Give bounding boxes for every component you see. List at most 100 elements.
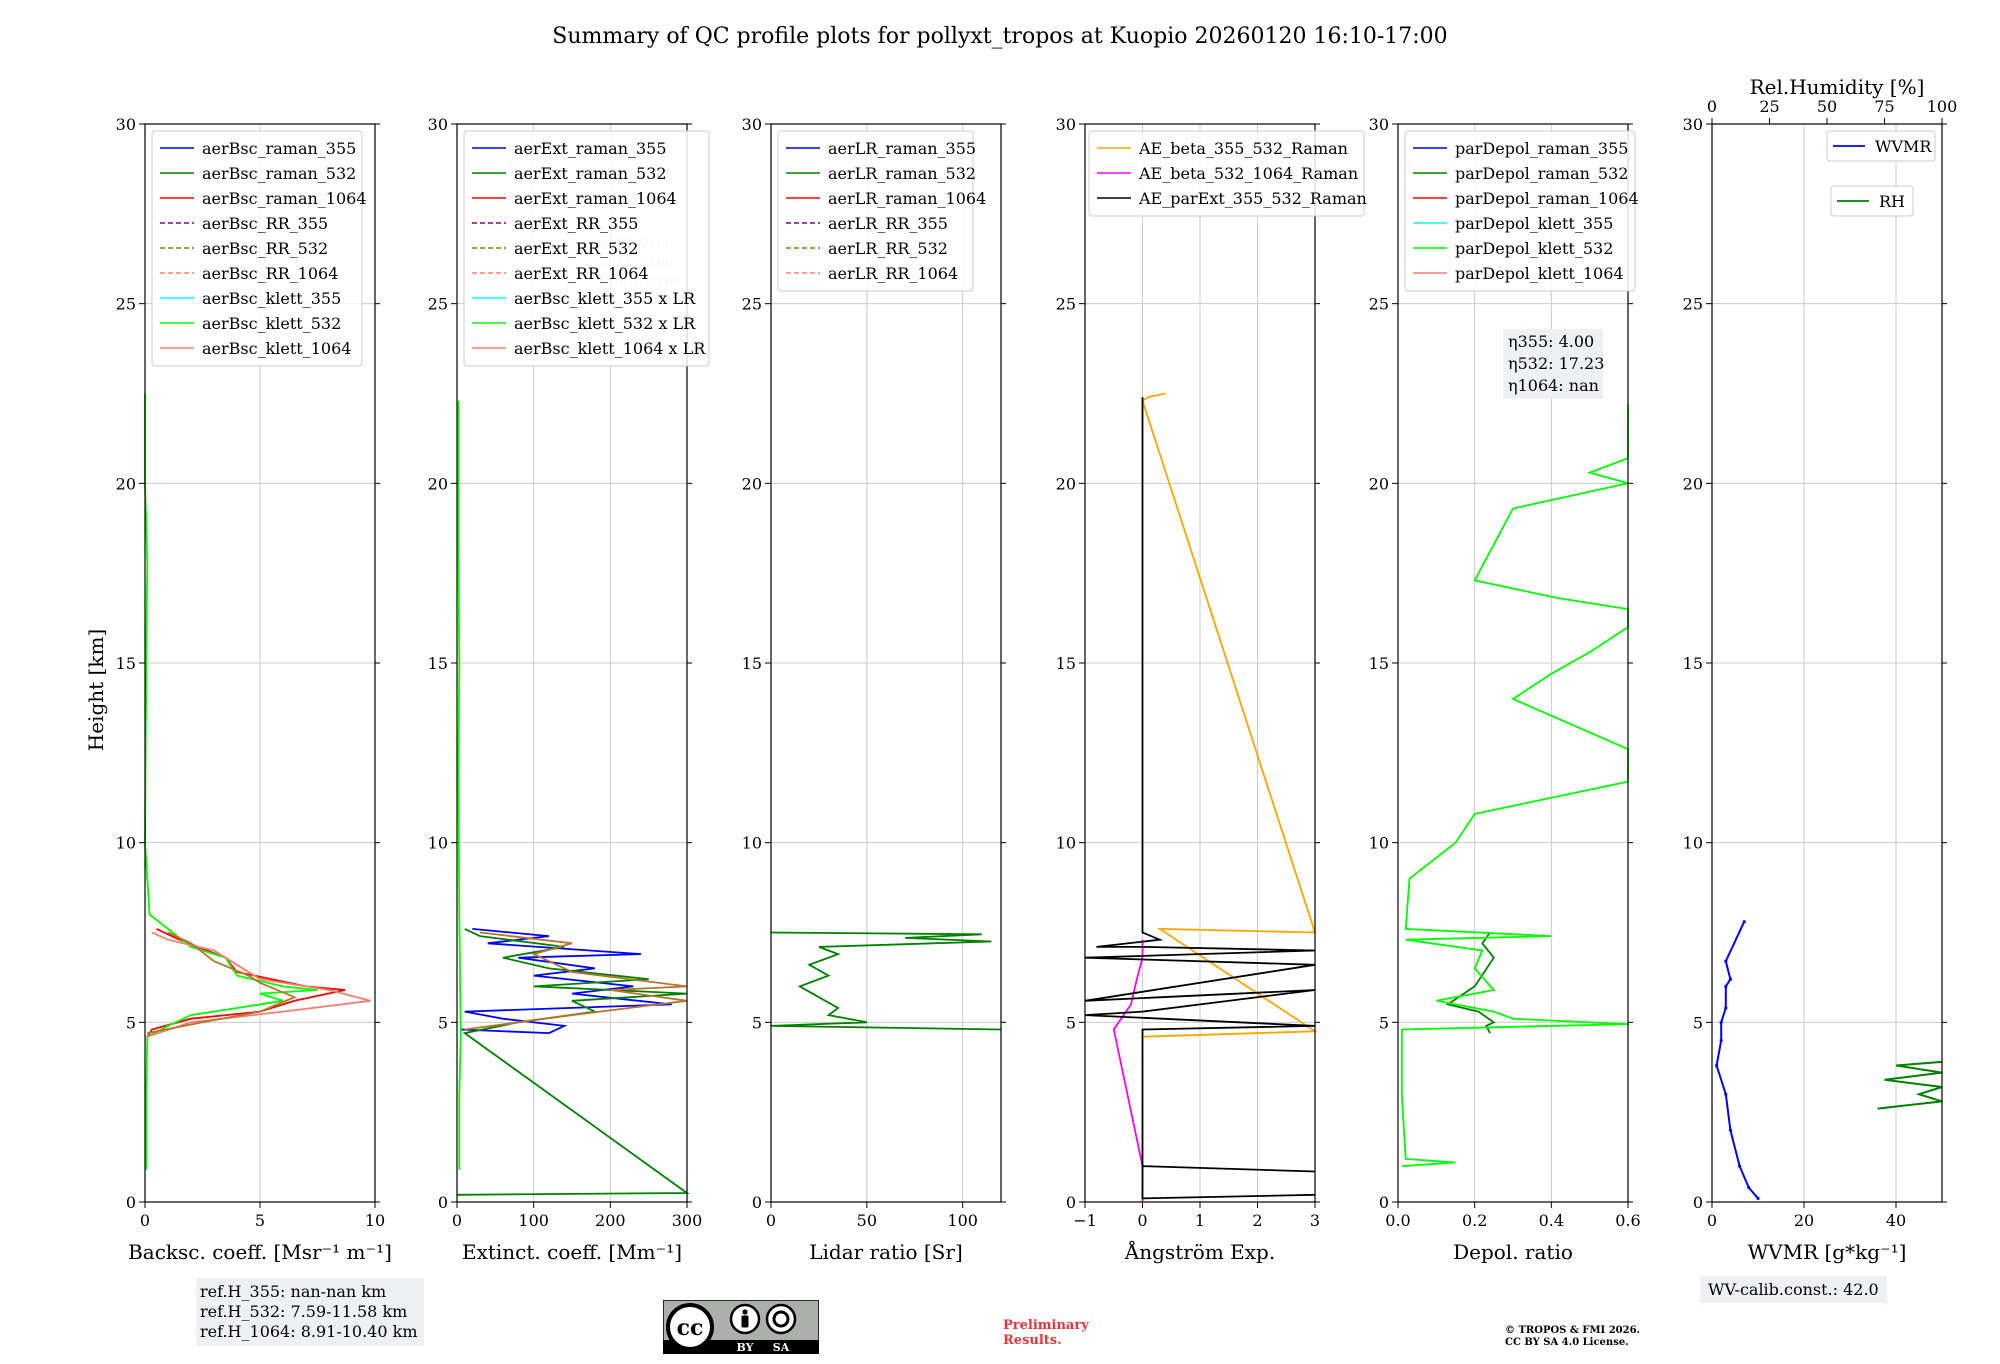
legend-entry-parDepol_raman_1064: parDepol_raman_1064: [1455, 189, 1639, 208]
y-tick-label-lr: 15: [742, 654, 762, 673]
legend-entry-aerBsc_RR_1064: aerBsc_RR_1064: [202, 264, 338, 283]
legend-box-ext: [463, 130, 710, 367]
series-aerBsc_klett_532 x LR: [457, 400, 462, 1170]
figure-title: Summary of QC profile plots for pollyxt_…: [552, 24, 1447, 49]
y-tick-label-wv: 20: [1683, 474, 1703, 493]
x-tick-label-bsc: 10: [365, 1211, 385, 1230]
y-tick-label-ae: 5: [1066, 1013, 1076, 1032]
y-tick-label-depol: 10: [1369, 834, 1389, 853]
legend-entry-WVMR: WVMR: [1875, 137, 1932, 156]
y-tick-label-ext: 10: [428, 834, 448, 853]
legend-entry-AE_parExt_355_532_Raman: AE_parExt_355_532_Raman: [1138, 189, 1367, 208]
by-person-icon: [729, 1303, 761, 1335]
x-tick-label-wv: 0: [1707, 1211, 1717, 1230]
legend-entry-aerExt_raman_1064: aerExt_raman_1064: [514, 189, 677, 208]
x-tick-label-bsc: 5: [255, 1211, 265, 1230]
y-tick-label-ext: 15: [428, 654, 448, 673]
y-tick-label-depol: 15: [1369, 654, 1389, 673]
y-tick-label-ext: 0: [438, 1193, 448, 1212]
legend-box-wv: [1830, 185, 1914, 217]
legend-entry-parDepol_klett_532: parDepol_klett_532: [1455, 239, 1613, 258]
legend-entry-aerBsc_klett_355: aerBsc_klett_355: [202, 289, 341, 308]
x2-tick-label: 75: [1874, 97, 1894, 116]
x-tick-label-depol: 0.4: [1539, 1211, 1564, 1230]
cc-icon: cc: [666, 1303, 714, 1351]
x-tick-label-ae: 0: [1137, 1211, 1147, 1230]
x-tick-label-depol: 0.0: [1385, 1211, 1410, 1230]
x-axis-label-ae: Ångström Exp.: [1124, 1239, 1275, 1264]
legend-entry-aerExt_raman_532: aerExt_raman_532: [514, 164, 667, 183]
legend-entry-aerBsc_klett_355 x LR: aerBsc_klett_355 x LR: [514, 289, 696, 308]
panel-wv: 0 20 40 0 5 10 15 20 25 30 WVMR [g*kg⁻¹] 0 25 50 75 100…: [1683, 75, 1958, 1264]
series-aerBsc_klett_532: [144, 393, 318, 1170]
y-tick-label-ext: 25: [428, 295, 448, 314]
legend-entry-aerBsc_RR_355: aerBsc_RR_355: [202, 214, 328, 233]
y-tick-label-lr: 0: [752, 1193, 762, 1212]
x-axis-label-lr: Lidar ratio [Sr]: [809, 1240, 963, 1264]
x2-axis-label: Rel.Humidity [%]: [1750, 75, 1925, 99]
series-aerExt_raman_532: [456, 928, 690, 1196]
x-tick-label-ext: 100: [518, 1211, 549, 1230]
legend-entry-aerExt_RR_355: aerExt_RR_355: [514, 214, 638, 233]
cc-license-badge: cc BY SA: [663, 1300, 819, 1354]
legend-entry-aerBsc_klett_532: aerBsc_klett_532: [202, 314, 341, 333]
y-tick-label-depol: 20: [1369, 474, 1389, 493]
eta-box: [1503, 328, 1603, 399]
wv-calibration-box: WV-calib.const.: 42.0: [1700, 1276, 1887, 1303]
legend-box-wv: [1826, 130, 1936, 162]
series-aerBsc_klett_1064: [147, 931, 371, 1038]
y-tick-label-ae: 20: [1056, 474, 1076, 493]
x-tick-label-depol: 0.6: [1615, 1211, 1640, 1230]
x-tick-label-lr: 100: [947, 1211, 978, 1230]
y-tick-label-lr: 20: [742, 474, 762, 493]
legend-entry-aerBsc_klett_1064: aerBsc_klett_1064: [202, 339, 351, 358]
license-by-label: BY: [737, 1341, 754, 1354]
svg-text:cc: cc: [677, 1315, 704, 1341]
y-tick-label-depol: 0: [1379, 1193, 1389, 1212]
series-overlay_brown: [147, 931, 297, 1034]
annotation-depol: η532: 17.23: [1508, 354, 1604, 373]
x-tick-label-bsc: 0: [140, 1211, 150, 1230]
y-tick-label-bsc: 30: [116, 115, 136, 134]
y-tick-label-wv: 25: [1683, 295, 1703, 314]
legend-entry-aerLR_RR_355: aerLR_RR_355: [828, 214, 948, 233]
legend-entry-parDepol_raman_355: parDepol_raman_355: [1455, 139, 1628, 158]
y-tick-label-bsc: 15: [116, 654, 136, 673]
sa-cycle-icon: [765, 1303, 797, 1335]
series-aerExt_raman_355: [460, 928, 672, 1035]
x-tick-label-ae: 1: [1195, 1211, 1205, 1230]
series-aerBsc_raman_1064: [146, 928, 346, 1038]
copyright-line-2: CC BY SA 4.0 License.: [1505, 1337, 1629, 1348]
legend-entry-aerBsc_raman_355: aerBsc_raman_355: [202, 139, 356, 158]
y-tick-label-depol: 30: [1369, 115, 1389, 134]
license-sa-label: SA: [773, 1341, 790, 1354]
annotation-depol: η1064: nan: [1508, 376, 1599, 395]
series-AE_beta_532_1064_Raman: [1112, 939, 1144, 1202]
panel-ext: 0 100 200 300 0 5 10 15 20 25 30 Extinct. coeff. [M…: [428, 115, 710, 1264]
x-axis-label-ext: Extinct. coeff. [Mm⁻¹]: [462, 1240, 682, 1264]
legend-box-lr: [777, 130, 974, 292]
legend-box-bsc: [151, 130, 363, 367]
legend-entry-aerLR_RR_532: aerLR_RR_532: [828, 239, 948, 258]
x-tick-label-ext: 200: [595, 1211, 626, 1230]
x-axis-label-wv: WVMR [g*kg⁻¹]: [1748, 1240, 1907, 1264]
legend-entry-parDepol_klett_355: parDepol_klett_355: [1455, 214, 1613, 233]
legend-entry-parDepol_klett_1064: parDepol_klett_1064: [1455, 264, 1624, 283]
y-tick-label-ae: 0: [1066, 1193, 1076, 1212]
y-tick-label-wv: 15: [1683, 654, 1703, 673]
legend-entry-parDepol_raman_532: parDepol_raman_532: [1455, 164, 1628, 183]
y-tick-label-lr: 5: [752, 1013, 762, 1032]
legend-entry-aerLR_raman_355: aerLR_raman_355: [828, 139, 976, 158]
y-tick-label-ext: 30: [428, 115, 448, 134]
y-tick-label-depol: 5: [1379, 1013, 1389, 1032]
series-AE_beta_355_532_Raman: [1141, 392, 1318, 1038]
x-tick-label-wv: 40: [1886, 1211, 1906, 1230]
legend-entry-aerLR_raman_532: aerLR_raman_532: [828, 164, 976, 183]
x-axis-label-bsc: Backsc. coeff. [Msr⁻¹ m⁻¹]: [128, 1240, 392, 1264]
series-aerLR_raman_532: [770, 931, 1002, 1031]
x-tick-label-depol: 0.2: [1462, 1211, 1487, 1230]
legend-entry-RH: RH: [1879, 192, 1905, 211]
reference-heights-box: ref.H_355: nan-nan km ref.H_532: 7.59-11…: [196, 1278, 424, 1346]
x2-tick-label: 50: [1817, 97, 1837, 116]
legend-entry-aerBsc_klett_532 x LR: aerBsc_klett_532 x LR: [514, 314, 696, 333]
